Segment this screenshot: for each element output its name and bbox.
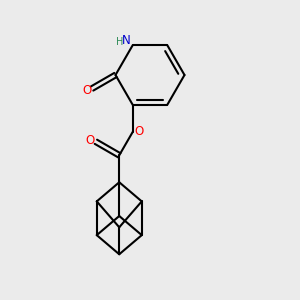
Text: H: H (116, 37, 123, 46)
Text: O: O (135, 125, 144, 138)
Text: N: N (122, 34, 130, 46)
Text: O: O (82, 83, 91, 97)
Text: O: O (85, 134, 94, 147)
